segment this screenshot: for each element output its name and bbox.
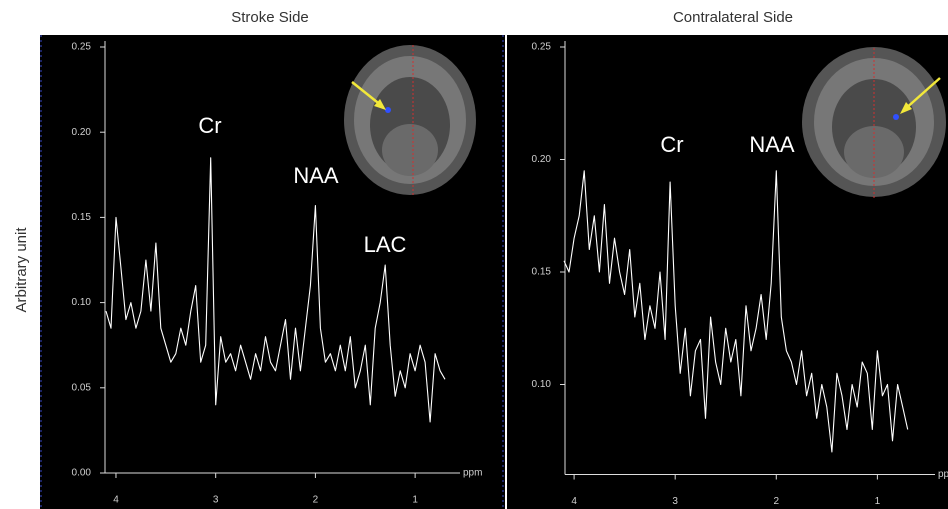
y-tick-label: 0.00 xyxy=(72,468,92,479)
x-tick-label: 3 xyxy=(672,496,678,507)
page: Arbitrary unit Stroke Side 0.00 0.05 0.10 0.… xyxy=(0,0,948,509)
brain-inset xyxy=(344,45,476,195)
peak-label: NAA xyxy=(293,163,339,188)
peak-label: Cr xyxy=(660,132,683,157)
x-tick-label: 4 xyxy=(571,496,577,507)
y-tick-label: 0.05 xyxy=(72,382,92,393)
y-tick-label: 0.25 xyxy=(72,42,92,53)
x-tick-label: 1 xyxy=(875,496,881,507)
x-tick-label: 3 xyxy=(213,495,219,506)
y-tick-label: 0.10 xyxy=(532,379,552,390)
y-tick-label: 0.15 xyxy=(532,267,552,278)
x-tick-label: 1 xyxy=(412,495,418,506)
y-axis-label: Arbitrary unit xyxy=(13,227,30,313)
x-tick-label: 2 xyxy=(313,495,319,506)
y-tick-label: 0.25 xyxy=(532,42,552,53)
x-tick-label: 2 xyxy=(774,496,780,507)
x-tick-label: 4 xyxy=(113,495,119,506)
x-axis-label: ppm xyxy=(938,469,948,480)
figure: Arbitrary unit Stroke Side 0.00 0.05 0.10 0.… xyxy=(0,0,948,509)
chart-title: Stroke Side xyxy=(231,9,309,26)
x-axis-label: ppm xyxy=(463,468,482,479)
brain-inset xyxy=(802,47,946,198)
chart-title: Contralateral Side xyxy=(673,9,793,26)
y-tick-label: 0.20 xyxy=(72,127,92,138)
y-tick-label: 0.20 xyxy=(532,154,552,165)
y-tick-label: 0.10 xyxy=(72,297,92,308)
peak-label: Cr xyxy=(198,113,221,138)
peak-label: LAC xyxy=(364,232,407,257)
y-tick-label: 0.15 xyxy=(72,212,92,223)
peak-label: NAA xyxy=(749,132,795,157)
